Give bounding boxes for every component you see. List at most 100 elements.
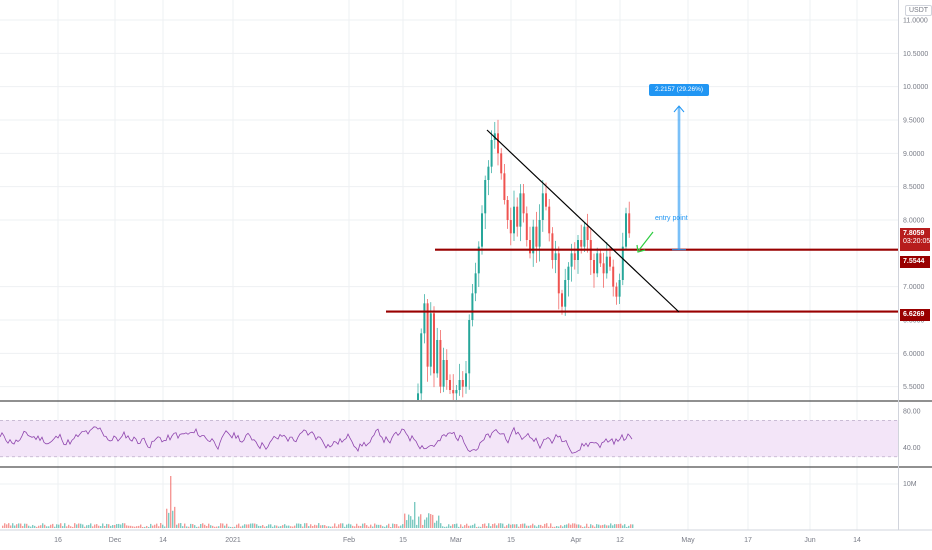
volume-bar: [196, 526, 198, 528]
volume-bar: [62, 526, 64, 528]
volume-bar: [42, 523, 44, 528]
volume-bar: [376, 524, 378, 528]
volume-bar: [396, 524, 398, 528]
volume-bar: [458, 526, 460, 528]
candle-body: [545, 193, 547, 207]
volume-bar: [472, 524, 474, 528]
volume-bar: [114, 525, 116, 528]
volume-bar: [18, 523, 20, 528]
volume-bar: [24, 523, 26, 528]
volume-bar: [256, 524, 258, 528]
volume-bar: [428, 513, 430, 528]
volume-bar: [480, 526, 482, 528]
candle-body: [583, 226, 586, 247]
volume-bar: [108, 524, 110, 528]
volume-bar: [556, 526, 558, 528]
volume-bar: [382, 526, 384, 528]
volume-bar: [142, 526, 144, 528]
volume-bar: [40, 525, 42, 528]
volume-bar: [422, 524, 424, 528]
volume-bar: [336, 526, 338, 528]
candle-body: [557, 253, 560, 294]
volume-bar: [586, 523, 588, 528]
volume-bar: [364, 523, 366, 528]
volume-bar: [510, 524, 512, 528]
volume-bar: [466, 523, 468, 528]
rsi-tick-label: 40.00: [903, 445, 921, 452]
time-tick-label: 15: [399, 537, 407, 544]
volume-bar: [168, 512, 170, 528]
volume-bar: [88, 524, 90, 528]
volume-tick-label: 10M: [903, 481, 917, 488]
volume-bar: [232, 526, 234, 528]
chart-drawings[interactable]: [386, 105, 898, 313]
volume-bar: [296, 523, 298, 528]
volume-bar: [282, 525, 284, 528]
volume-bar: [222, 523, 224, 528]
volume-bars: [0, 476, 898, 528]
volume-bar: [262, 524, 264, 528]
volume-bar: [572, 523, 574, 528]
time-tick-label: Feb: [343, 537, 355, 544]
volume-bar: [588, 526, 590, 528]
volume-bar: [78, 523, 80, 528]
volume-bar: [608, 525, 610, 528]
volume-bar: [258, 525, 260, 528]
candle-body: [481, 213, 483, 247]
candle-body: [455, 390, 458, 394]
volume-bar: [38, 525, 40, 528]
time-tick-label: 14: [853, 537, 861, 544]
volume-bar: [526, 525, 528, 528]
price-tick-label: 8.0000: [903, 218, 925, 225]
volume-bar: [60, 523, 62, 528]
volume-bar: [614, 524, 616, 528]
volume-bar: [610, 523, 612, 528]
volume-bar: [28, 525, 30, 528]
volume-bar: [244, 524, 246, 528]
volume-bar: [580, 525, 582, 528]
volume-bar: [322, 525, 324, 528]
volume-bar: [398, 526, 400, 528]
volume-bar: [306, 523, 308, 528]
volume-bar: [412, 519, 414, 528]
volume-bar: [162, 524, 164, 528]
volume-bar: [596, 524, 598, 528]
candle-body: [529, 240, 531, 254]
volume-bar: [104, 526, 106, 528]
candle-body: [433, 313, 435, 374]
price-tick-label: 6.0000: [903, 351, 925, 358]
volume-bar: [288, 525, 290, 528]
volume-bar: [266, 526, 268, 528]
currency-label[interactable]: USDT: [905, 5, 932, 16]
candle-body: [561, 293, 563, 307]
volume-bar: [260, 525, 262, 528]
volume-bar: [514, 524, 516, 528]
volume-bar: [440, 523, 442, 528]
volume-bar: [532, 523, 534, 528]
volume-bar: [124, 523, 126, 528]
volume-bar: [26, 523, 28, 528]
candle-body: [439, 340, 442, 387]
candle-body: [532, 226, 535, 254]
volume-bar: [176, 524, 178, 528]
volume-bar: [476, 526, 478, 528]
volume-bar: [72, 526, 74, 528]
volume-bar: [150, 523, 152, 528]
volume-bar: [534, 525, 536, 528]
candle-body: [621, 246, 624, 280]
candle-body: [525, 213, 528, 240]
volume-bar: [630, 524, 632, 528]
volume-bar: [174, 506, 176, 528]
volume-bar: [496, 525, 498, 528]
volume-bar: [432, 514, 434, 528]
volume-bar: [184, 523, 186, 528]
candle-body: [593, 260, 595, 274]
entry-point-label: entry point: [655, 215, 688, 222]
time-tick-label: 2021: [225, 537, 241, 544]
candle-body: [541, 193, 544, 220]
entry-arrowhead: [636, 244, 646, 253]
volume-bar: [192, 524, 194, 528]
volume-bar: [578, 524, 580, 528]
